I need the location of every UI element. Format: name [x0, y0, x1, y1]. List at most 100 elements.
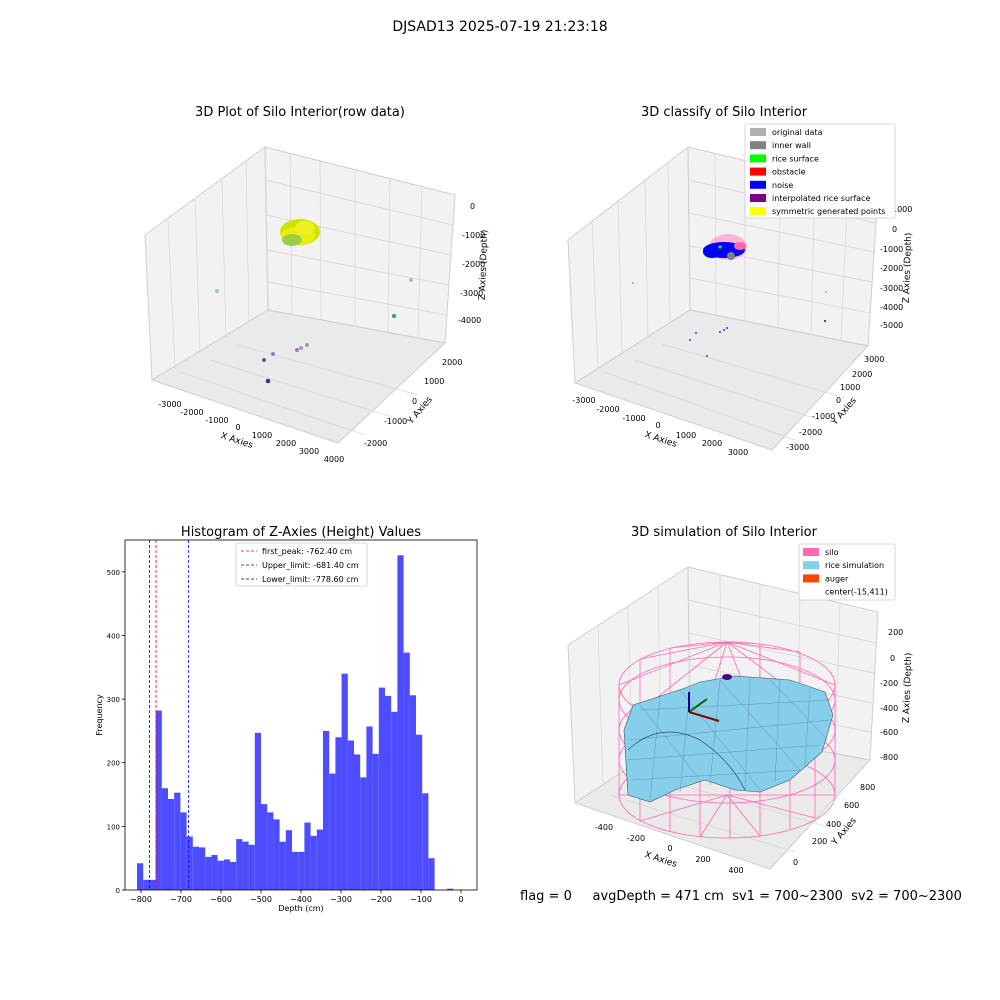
histogram-bar [298, 851, 305, 890]
legend-swatch [750, 194, 766, 202]
histogram-bar [217, 860, 224, 890]
simulation-legend-frame [798, 543, 896, 601]
histogram-ticks: −800 −700 −600 −500 −400 −300 −200 −100 0 0 100 200… [107, 569, 464, 904]
raw-y-label: Y Axies [406, 395, 435, 427]
histogram-bar [273, 819, 280, 890]
histogram-bar [403, 652, 410, 890]
classify-panel-title: 3D classify of Silo Interior [641, 105, 808, 120]
histogram-bar [409, 695, 416, 890]
simulation-y-tick: 400 [826, 820, 841, 829]
histogram-plot-frame [124, 539, 478, 891]
legend-label: interpolated rice surface [772, 194, 870, 203]
classify-legend: original data inner wall rice surface obsta… [744, 123, 896, 219]
status-sv1: sv1 = 700~2300 [732, 889, 843, 904]
classify-x-tick: 0 [655, 421, 660, 430]
legend-label: original data [772, 128, 823, 137]
histogram-bar [211, 855, 218, 890]
legend-swatch [803, 574, 819, 583]
classify-x-ticks: -3000 -2000 -1000 0 1000 2000 3000 [572, 396, 748, 457]
status-sv2: sv2 = 700~2300 [851, 889, 962, 904]
histogram-bar [341, 673, 348, 890]
simulation-z-tick: 0 [890, 654, 895, 663]
classify-z-tick: -5000 [880, 321, 903, 330]
raw-x-label: X Axies [219, 431, 254, 451]
raw-x-tick: 1000 [252, 431, 272, 440]
legend-label: center(-15,411) [825, 588, 888, 597]
classify-y-tick: -2000 [799, 428, 822, 437]
histogram-panel: Histogram of Z-Axies (Height) Values Dep… [95, 525, 478, 913]
raw-y-tick: -2000 [364, 439, 387, 448]
simulation-x-tick: -400 [595, 823, 613, 832]
histogram-bar [236, 839, 243, 890]
simulation-z-tick: -600 [880, 728, 898, 737]
histogram-bar [186, 836, 193, 890]
classify-y-tick: -3000 [786, 443, 809, 452]
histogram-x-tick: −600 [210, 895, 232, 904]
legend-swatch [750, 128, 766, 136]
histogram-legend-label: Lower_limit: -778.60 cm [262, 575, 359, 584]
classify-y-tick: -1000 [812, 412, 835, 421]
raw-x-tick: -3000 [158, 400, 181, 409]
simulation-z-tick: -400 [880, 704, 898, 713]
histogram-bar [385, 695, 392, 890]
histogram-bar [248, 844, 255, 890]
raw-y-tick: 1000 [424, 377, 444, 386]
legend-label: auger [825, 574, 849, 583]
histogram-title: Histogram of Z-Axies (Height) Values [181, 525, 421, 540]
histogram-y-label: Frequency [95, 694, 104, 736]
simulation-x-tick: 400 [728, 866, 743, 875]
classify-y-ticks: -3000 -2000 -1000 0 1000 2000 3000 [786, 355, 884, 452]
classify-y-tick: 2000 [852, 370, 872, 379]
histogram-bar [279, 841, 286, 890]
raw-y-tick: 0 [412, 397, 417, 406]
raw-z-tick: -1000 [462, 231, 485, 240]
histogram-bar [137, 863, 144, 890]
classify-z-tick: 0 [892, 225, 897, 234]
histogram-legend-label: first_peak: -762.40 cm [262, 547, 352, 556]
classify-x-tick: 1000 [676, 431, 696, 440]
legend-swatch [803, 561, 819, 570]
raw-x-tick: 3000 [299, 447, 319, 456]
histogram-bar [242, 841, 249, 890]
histogram-bar [329, 773, 336, 890]
classify-y-tick: 3000 [864, 355, 884, 364]
status-avg-depth: avgDepth = 471 cm [592, 889, 724, 904]
raw-x-tick: -1000 [205, 416, 228, 425]
histogram-y-tick: 300 [107, 696, 120, 704]
legend-swatch [750, 180, 766, 189]
histogram-y-tick: 400 [107, 632, 120, 640]
legend-label: symmetric generated points [772, 207, 885, 216]
legend-swatch [750, 141, 766, 150]
figure-title: DJSAD13 2025-07-19 21:23:18 [392, 19, 607, 35]
simulation-y-tick: 0 [793, 858, 798, 867]
simulation-y-tick: 800 [860, 783, 875, 792]
histogram-bar [267, 812, 274, 890]
histogram-bar [335, 737, 342, 890]
classify-z-tick: 1000 [892, 205, 912, 214]
legend-label: inner wall [772, 141, 811, 150]
histogram-bar [347, 740, 354, 890]
legend-label: obstacle [772, 168, 806, 177]
classify-z-tick: -2000 [880, 264, 903, 273]
histogram-reference-lines [149, 540, 189, 890]
histogram-x-tick: −400 [290, 895, 312, 904]
histogram-x-label: Depth (cm) [278, 904, 323, 913]
simulation-legend: silo rice simulation auger center(-15,411) [798, 543, 896, 601]
histogram-bar [372, 753, 379, 890]
histogram-bars [137, 555, 454, 890]
raw-y-tick: -1000 [384, 417, 407, 426]
raw-y-ticks: -2000 -1000 0 1000 2000 [364, 358, 462, 448]
classify-3d-panel: 3D classify of Silo Interior [567, 105, 914, 457]
histogram-bar [143, 879, 150, 890]
histogram-bar [285, 830, 292, 890]
raw-z-label: Z Axies (Depth) [478, 230, 490, 301]
raw-z-tick: -4000 [458, 316, 481, 325]
raw-z-ticks: 0 -1000 -2000 -3000 -4000 [458, 202, 485, 325]
simulation-panel-title: 3D simulation of Silo Interior [631, 525, 818, 540]
histogram-legend: first_peak: -762.40 cm Upper_limit: -681.… [235, 542, 368, 587]
histogram-bar [161, 788, 168, 890]
histogram-bar [205, 856, 212, 890]
classify-y-tick: 0 [836, 396, 841, 405]
simulation-x-label: X Axies [643, 850, 678, 870]
